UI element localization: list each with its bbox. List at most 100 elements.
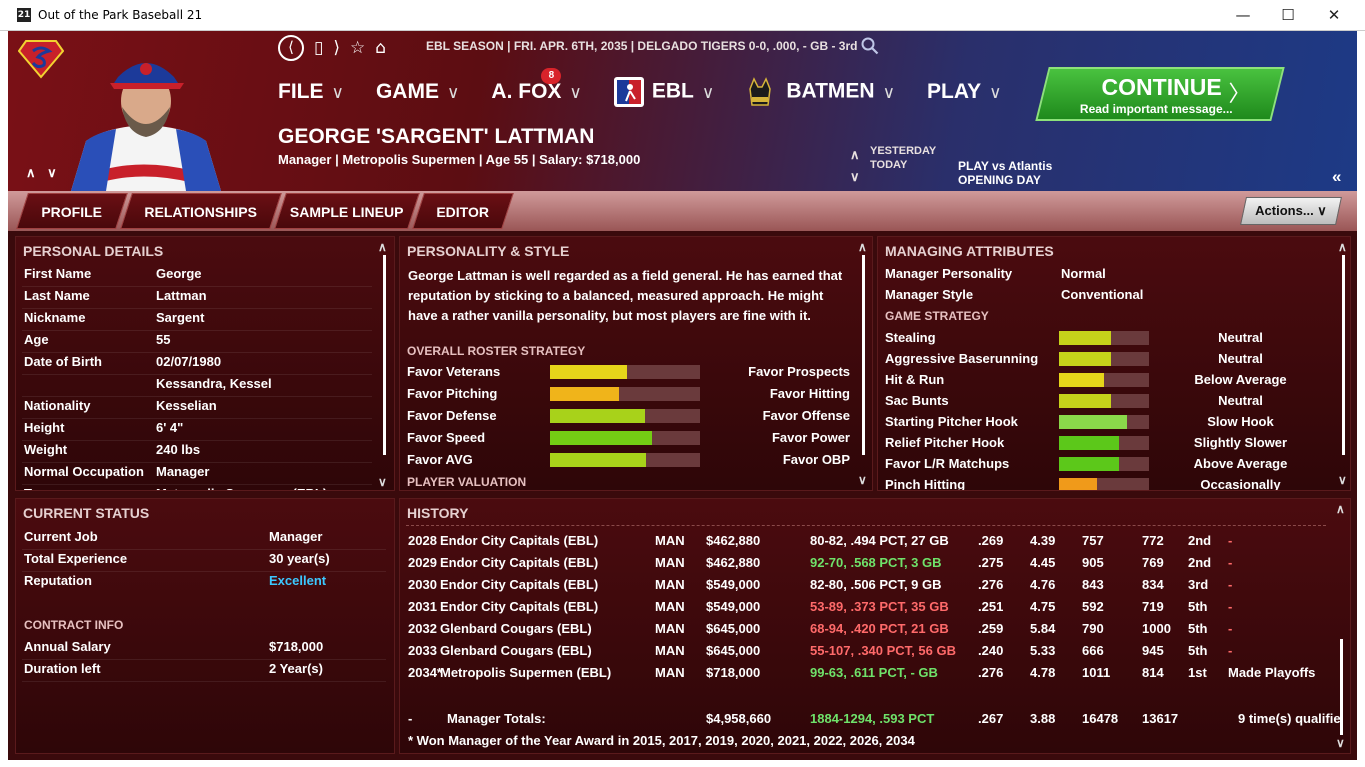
history-role: MAN: [655, 533, 685, 548]
history-salary: $549,000: [706, 577, 761, 592]
history-rs: 790: [1082, 621, 1104, 636]
history-team: Endor City Capitals (EBL): [440, 577, 599, 592]
page-icon[interactable]: ▯: [314, 38, 324, 58]
table-row[interactable]: 2028 Endor City Capitals (EBL) MAN $462,880…: [400, 529, 1330, 551]
history-rs: 1011: [1082, 665, 1111, 680]
today-game[interactable]: PLAY vs Atlantis: [958, 159, 1053, 173]
personal-value: George: [156, 266, 202, 281]
main-menu: FILE ∨ GAME ∨ A. FOX ∨ 8 EBL ∨ BATMEN ∨ PLAY ∨: [278, 68, 1034, 107]
history-panel: HISTORY ∧ ∨ 2028 Endor City Capitals (EBL…: [399, 498, 1351, 754]
strategy-bar-fill: [550, 431, 652, 445]
scroll-down-icon[interactable]: ∨: [858, 473, 867, 487]
table-row[interactable]: 2031 Endor City Capitals (EBL) MAN $549,000…: [400, 595, 1330, 617]
strategy-bar: [550, 365, 700, 379]
tab-sample-lineup[interactable]: SAMPLE LINEUP: [274, 193, 420, 229]
close-button[interactable]: ✕: [1327, 6, 1341, 24]
scroll-up-icon[interactable]: ∧: [1338, 240, 1347, 254]
scroll-up-icon[interactable]: ∧: [858, 240, 867, 254]
app-icon: 21: [17, 8, 31, 22]
personal-value: Metropolis Supermen (EBL): [156, 486, 327, 490]
game-logo-icon[interactable]: [18, 39, 64, 79]
menu-file[interactable]: FILE ∨: [278, 80, 344, 104]
history-rs: 905: [1082, 555, 1104, 570]
tab-bar: PROFILE RELATIONSHIPS SAMPLE LINEUP EDIT…: [8, 191, 1357, 231]
collapse-icon[interactable]: «: [1332, 167, 1342, 186]
attr-label: Pinch Hitting: [885, 477, 966, 491]
attr-bar: [1059, 478, 1149, 490]
table-row[interactable]: 2033 Glenbard Cougars (EBL) MAN $645,000 55-…: [400, 639, 1330, 661]
strategy-left-label: Favor Veterans: [407, 364, 501, 379]
roster-strategy-title: OVERALL ROSTER STRATEGY: [407, 344, 586, 358]
home-icon[interactable]: ⌂: [375, 38, 387, 58]
personal-label: Date of Birth: [24, 354, 102, 369]
person-subtitle: Manager | Metropolis Supermen | Age 55 |…: [278, 152, 641, 167]
history-avg: .259: [978, 621, 1004, 636]
day-up-arrow[interactable]: ∧: [850, 147, 860, 162]
personal-value: Sargent: [156, 310, 205, 325]
scroll-down-icon[interactable]: ∨: [1336, 736, 1345, 750]
scrollbar[interactable]: [383, 255, 386, 455]
history-salary: $645,000: [706, 621, 761, 636]
maximize-button[interactable]: ☐: [1281, 6, 1295, 24]
search-icon[interactable]: [861, 37, 879, 55]
table-row[interactable]: 2032 Glenbard Cougars (EBL) MAN $645,000 68-…: [400, 617, 1330, 639]
history-footnote: * Won Manager of the Year Award in 2015,…: [408, 733, 915, 748]
star-icon[interactable]: ☆: [350, 38, 366, 58]
day-down-arrow[interactable]: ∨: [850, 169, 860, 184]
personal-label: Normal Occupation: [24, 464, 144, 479]
menu-league[interactable]: EBL ∨: [613, 77, 714, 107]
table-row[interactable]: 2029 Endor City Capitals (EBL) MAN $462,880…: [400, 551, 1330, 573]
attr-value: Below Average: [1194, 372, 1287, 387]
menu-play[interactable]: PLAY ∨: [927, 80, 1002, 104]
tab-profile[interactable]: PROFILE: [16, 193, 128, 229]
league-logo-icon: [613, 77, 644, 107]
divider: [22, 571, 386, 572]
player-nav-arrows[interactable]: ∧ ∨: [26, 165, 61, 180]
scrollbar[interactable]: [862, 255, 865, 455]
history-record: 55-107, .340 PCT, 56 GB: [810, 643, 956, 658]
actions-dropdown[interactable]: Actions... ∨: [1240, 197, 1342, 225]
attr-value: Neutral: [1218, 351, 1263, 366]
tab-editor[interactable]: EDITOR: [412, 193, 514, 229]
menu-league-label: EBL: [651, 79, 694, 103]
scroll-up-icon[interactable]: ∧: [1336, 502, 1345, 516]
history-role: MAN: [655, 643, 685, 658]
personal-value: Kesselian: [156, 398, 217, 413]
continue-button[interactable]: CONTINUE 〉 Read important message...: [1035, 67, 1285, 121]
table-row[interactable]: 2034* Metropolis Supermen (EBL) MAN $718,00…: [400, 661, 1330, 683]
strategy-right-label: Favor Power: [771, 430, 850, 445]
app-window: ∧ ∨ ⟨ ▯ ⟩ ☆ ⌂ EBL SEASON | FRI. APR. 6TH…: [8, 31, 1357, 760]
player-valuation-title: PLAYER VALUATION: [407, 475, 527, 489]
strategy-right-label: Favor Hitting: [769, 386, 850, 401]
scrollbar[interactable]: [1340, 639, 1343, 735]
menu-manager[interactable]: A. FOX ∨ 8: [491, 68, 582, 104]
scrollbar[interactable]: [1342, 255, 1345, 455]
current-status-panel: CURRENT STATUS Current Job Manager Total…: [15, 498, 395, 754]
menu-file-label: FILE: [278, 80, 324, 103]
forward-button[interactable]: ⟩: [333, 38, 340, 58]
history-pos: 1st: [1188, 665, 1207, 680]
table-row[interactable]: 2030 Endor City Capitals (EBL) MAN $549,000…: [400, 573, 1330, 595]
personal-label: Height: [24, 420, 65, 435]
totals-rs: 16478: [1082, 711, 1119, 726]
attr-bar: [1059, 394, 1149, 408]
scroll-down-icon[interactable]: ∨: [1338, 473, 1347, 487]
history-pos: 5th: [1188, 621, 1208, 636]
history-pos: 2nd: [1188, 555, 1212, 570]
history-year: 2028: [408, 533, 437, 548]
scroll-down-icon[interactable]: ∨: [378, 475, 387, 489]
totals-label: Manager Totals:: [447, 711, 546, 726]
yesterday-label: YESTERDAY: [870, 145, 937, 157]
back-button[interactable]: ⟨: [278, 35, 304, 61]
history-record: 53-89, .373 PCT, 35 GB: [810, 599, 949, 614]
history-avg: .269: [978, 533, 1004, 548]
menu-team[interactable]: BATMEN ∨: [746, 77, 895, 107]
attr-value: Neutral: [1218, 393, 1263, 408]
minimize-button[interactable]: —: [1235, 6, 1251, 24]
menu-game[interactable]: GAME ∨: [376, 80, 459, 104]
divider: [22, 549, 386, 550]
personal-value: Manager: [156, 464, 210, 479]
scroll-up-icon[interactable]: ∧: [378, 240, 387, 254]
history-rs: 592: [1082, 599, 1104, 614]
tab-relationships[interactable]: RELATIONSHIPS: [120, 193, 282, 229]
